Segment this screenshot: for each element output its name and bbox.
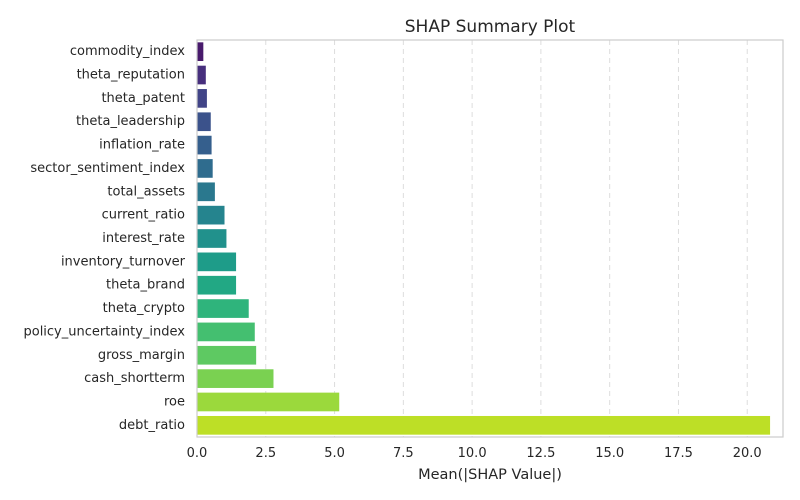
bar-theta-leadership — [197, 112, 211, 132]
bar-sector-sentiment-index — [197, 159, 213, 178]
bar-current-ratio — [197, 205, 225, 225]
bar-inventory-turnover — [197, 252, 237, 272]
y-tick-label: theta_crypto — [103, 301, 185, 316]
x-tick-label: 15.0 — [595, 446, 624, 461]
x-tick-label: 5.0 — [324, 446, 345, 461]
bar-interest-rate — [197, 229, 227, 248]
y-tick-label: theta_patent — [101, 91, 185, 106]
y-tick-label: theta_reputation — [77, 68, 185, 83]
bar-debt-ratio — [197, 415, 771, 435]
x-tick-label: 2.5 — [255, 446, 276, 461]
plot-area-frame — [196, 39, 784, 438]
x-tick-label: 0.0 — [187, 446, 208, 461]
bar-theta-crypto — [197, 299, 249, 318]
y-tick-label: gross_margin — [98, 348, 185, 363]
y-tick-label: interest_rate — [102, 231, 185, 246]
y-tick-label: sector_sentiment_index — [30, 161, 185, 176]
grid-lines — [265, 40, 748, 437]
bar-theta-patent — [197, 89, 207, 108]
y-tick-label: theta_brand — [106, 278, 185, 293]
x-tick-label: 7.5 — [393, 446, 414, 461]
bar-policy-uncertainty-index — [197, 322, 255, 342]
x-tick-labels: 0.0 2.5 5.0 7.5 10.0 12.5 15.0 17.5 20.0 — [187, 446, 762, 461]
y-tick-label: commodity_index — [70, 44, 185, 59]
x-axis-label: Mean(|SHAP Value|) — [418, 467, 562, 483]
bar-commodity-index — [197, 42, 204, 62]
y-tick-labels: commodity_index theta_reputation theta_pat… — [23, 44, 185, 433]
y-tick-label: current_ratio — [102, 208, 185, 223]
y-tick-label: roe — [164, 394, 185, 409]
x-tick-label: 10.0 — [458, 446, 487, 461]
y-tick-label: cash_shortterm — [84, 371, 185, 386]
x-tick-label: 17.5 — [664, 446, 693, 461]
x-tick-label: 12.5 — [526, 446, 555, 461]
x-tick-label: 20.0 — [733, 446, 762, 461]
y-tick-label: policy_uncertainty_index — [23, 324, 185, 339]
bar-roe — [197, 392, 340, 412]
bars — [197, 42, 771, 435]
y-tick-label: inventory_turnover — [61, 254, 186, 269]
y-tick-label: total_assets — [107, 184, 185, 199]
chart-title: SHAP Summary Plot — [405, 17, 576, 37]
y-tick-label: inflation_rate — [99, 138, 185, 153]
bar-total-assets — [197, 182, 215, 202]
y-tick-label: debt_ratio — [119, 418, 185, 433]
bar-inflation-rate — [197, 135, 212, 155]
bar-gross-margin — [197, 345, 257, 365]
bar-theta-brand — [197, 275, 237, 295]
bar-cash-shortterm — [197, 369, 274, 388]
bar-theta-reputation — [197, 65, 206, 85]
y-tick-label: theta_leadership — [76, 114, 185, 129]
